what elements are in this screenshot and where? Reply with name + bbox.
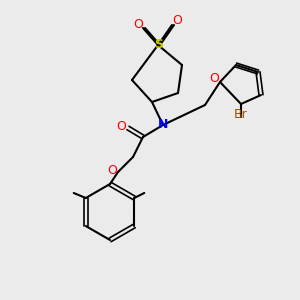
Text: S: S	[154, 38, 164, 50]
Text: O: O	[116, 119, 126, 133]
Text: N: N	[158, 118, 168, 131]
Text: O: O	[209, 71, 219, 85]
Text: O: O	[107, 164, 117, 176]
Text: O: O	[133, 17, 143, 31]
Text: O: O	[172, 14, 182, 28]
Text: Br: Br	[234, 107, 248, 121]
